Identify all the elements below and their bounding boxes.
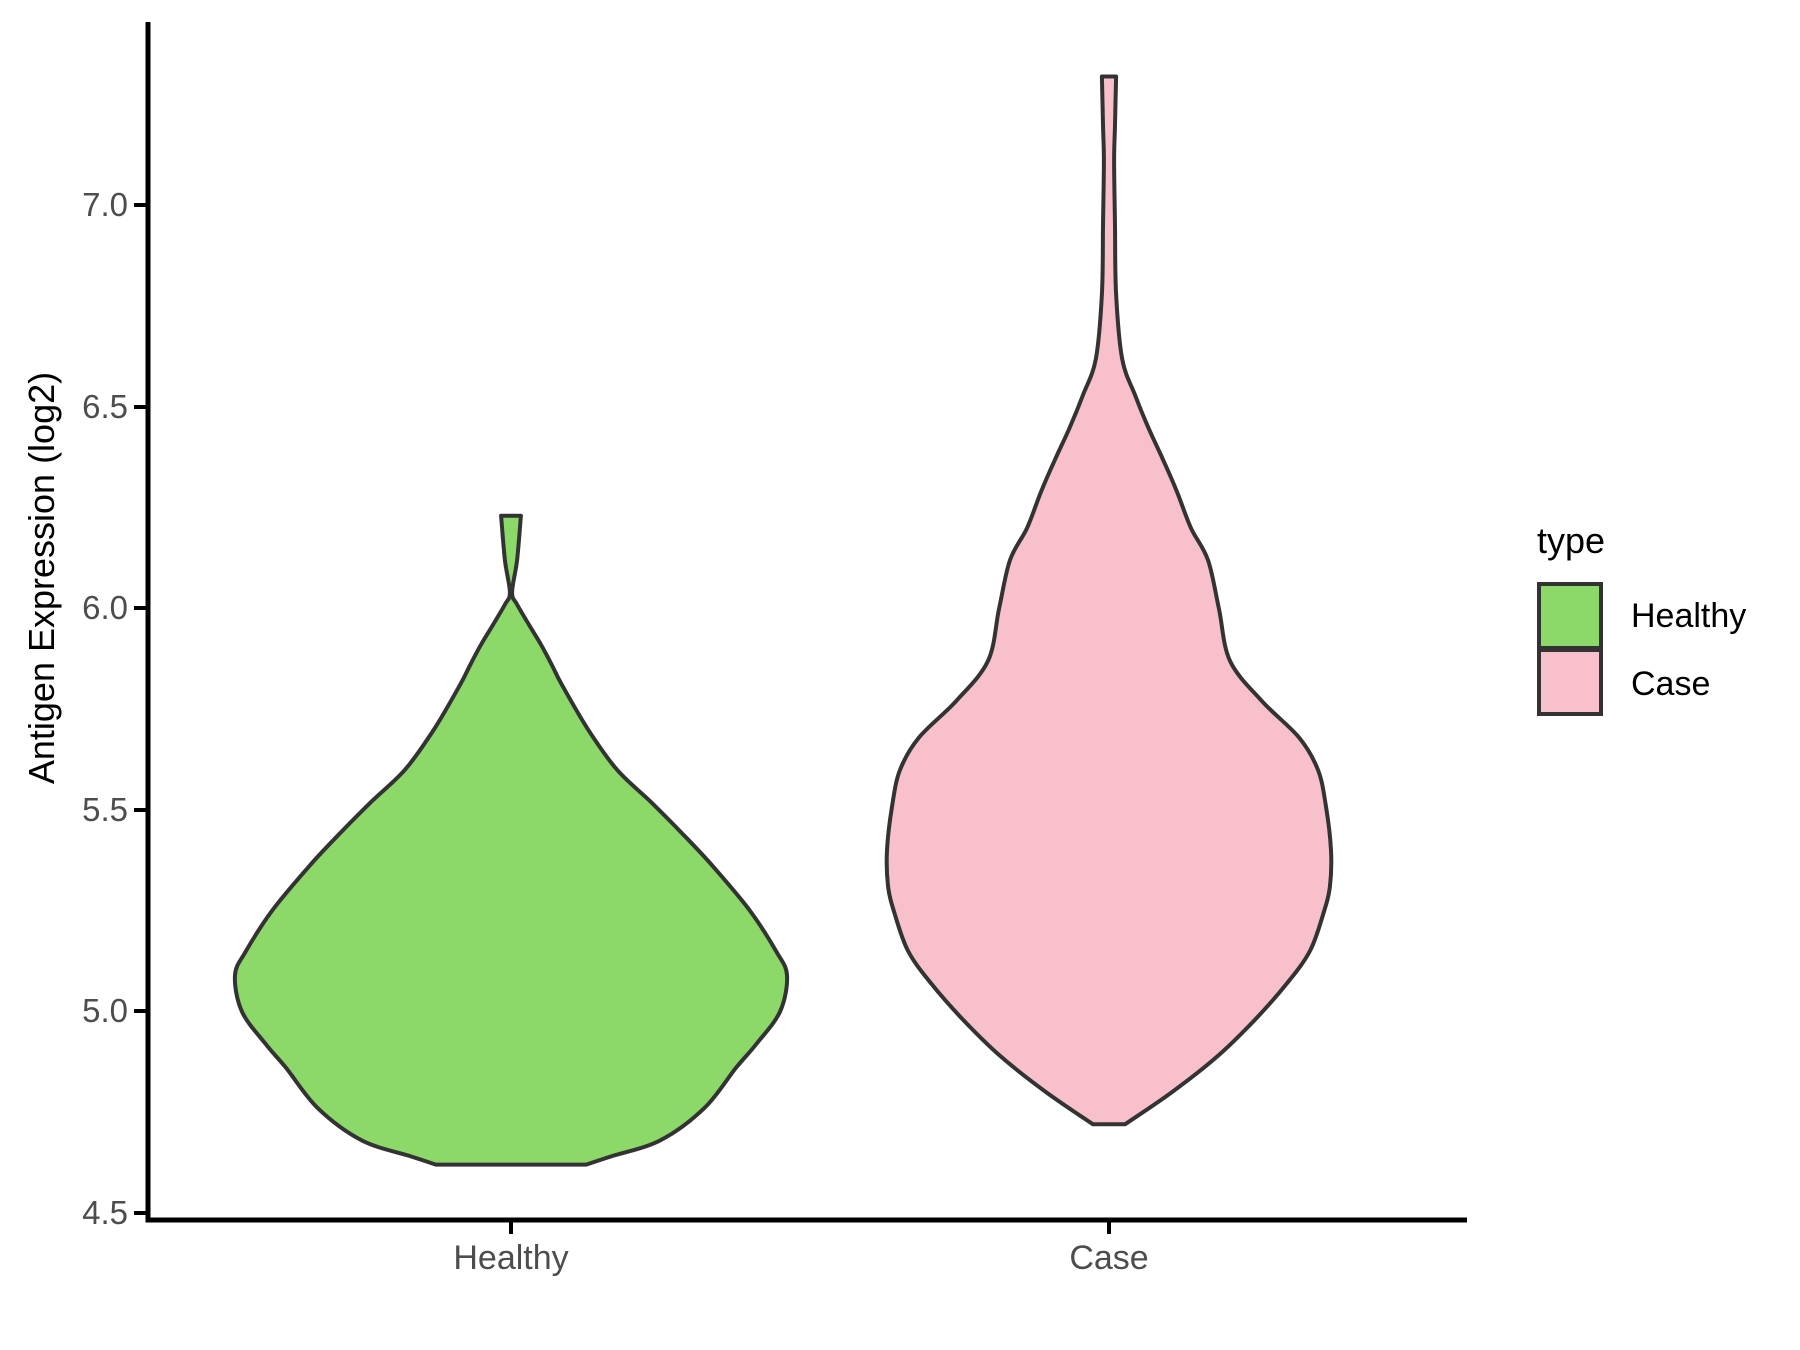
legend-label-healthy: Healthy: [1631, 596, 1747, 635]
legend-swatch-healthy: [1537, 582, 1603, 650]
violin-healthy: [232, 513, 790, 1167]
legend-title: type: [1537, 520, 1606, 561]
y-tick-label: 6.0: [82, 589, 128, 626]
y-tick-label: 5.5: [82, 791, 128, 828]
y-tick-label: 5.0: [82, 992, 128, 1029]
x-tick-label-case: Case: [1069, 1239, 1149, 1277]
legend: type Healthy Case: [1537, 520, 1746, 718]
violin-case: [884, 74, 1334, 1127]
y-tick-label: 7.0: [82, 186, 128, 223]
y-tick-label: 6.5: [82, 388, 128, 425]
legend-entry-case: Case: [1537, 648, 1746, 718]
legend-label-case: Case: [1631, 664, 1711, 703]
y-tick-label: 4.5: [82, 1194, 128, 1231]
legend-swatch-case: [1537, 648, 1603, 716]
x-tick-label-healthy: Healthy: [453, 1239, 569, 1277]
y-axis-title: Antigen Expression (log2): [21, 371, 62, 785]
legend-entry-healthy: Healthy: [1537, 582, 1746, 650]
